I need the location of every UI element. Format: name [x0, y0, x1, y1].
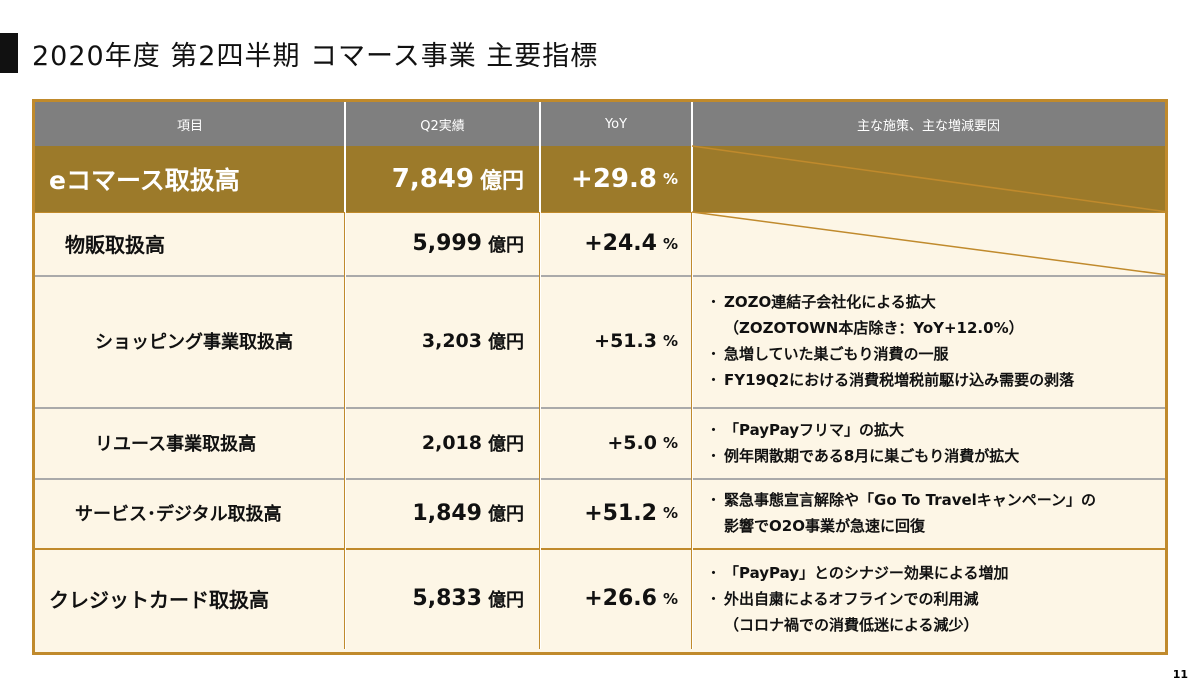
notes-cell: 緊急事態宣言解除や「Go To Travelキャンペーン」の影響でO2O事業が急… — [706, 478, 1165, 548]
column-divider — [691, 212, 692, 649]
note: 外出自粛によるオフラインでの利用減 （コロナ禍での消費低迷による減少） — [724, 586, 979, 638]
yoy-unit: % — [662, 433, 678, 452]
column-divider — [539, 212, 540, 649]
amount-cell: 1,849 億円 — [345, 478, 540, 548]
note-line: FY19Q2における消費税増税前駆け込み需要の剥落 — [724, 367, 1074, 393]
yoy: +5.0 — [607, 431, 657, 454]
column-divider — [691, 102, 693, 649]
note-line: 外出自粛によるオフラインでの利用減 — [724, 586, 979, 612]
amount-unit: 億円 — [488, 332, 524, 353]
amount-cell: 2,018 億円 — [345, 407, 540, 478]
yoy-cell: +51.3% — [540, 275, 692, 407]
page-number: 11 — [1172, 668, 1188, 681]
note: 例年閑散期である8月に巣ごもり消費が拡大 — [724, 443, 1019, 469]
yoy-unit: % — [662, 332, 678, 350]
note: 緊急事態宣言解除や「Go To Travelキャンペーン」の影響でO2O事業が急… — [724, 487, 1096, 539]
note: 「PayPayフリマ」の拡大 — [724, 417, 904, 443]
item-cell: eコマース取扱高 — [49, 166, 240, 195]
yoy: +24.4 — [584, 231, 657, 256]
amount: 3,203 — [421, 330, 482, 352]
row-divider — [35, 275, 1165, 277]
amount-unit: 億円 — [488, 433, 524, 455]
yoy-cell: +24.4% — [540, 212, 692, 275]
note: 急増していた巣ごもり消費の一服 — [724, 341, 949, 367]
header-cell: 項目 — [35, 102, 345, 146]
yoy-cell: +5.0% — [540, 407, 692, 478]
note: FY19Q2における消費税増税前駆け込み需要の剥落 — [724, 367, 1074, 393]
yoy: +26.6 — [584, 586, 657, 611]
yoy: +51.3 — [594, 330, 657, 352]
amount-unit: 億円 — [488, 589, 524, 611]
note: ZOZO連結子会社化による拡大 （ZOZOTOWN本店除き：YoY+12.0%） — [724, 289, 1024, 341]
amount: 5,999 — [412, 231, 482, 256]
amount-cell: 5,833 億円 — [345, 548, 540, 649]
note-line: （コロナ禍での消費低迷による減少） — [724, 615, 979, 634]
row-divider — [35, 407, 1165, 409]
amount: 7,849 — [391, 164, 474, 194]
note-line: 影響でO2O事業が急速に回復 — [724, 517, 925, 535]
notes-cell: 「PayPayフリマ」の拡大例年閑散期である8月に巣ごもり消費が拡大 — [706, 407, 1165, 478]
note-line: 「PayPay」とのシナジー効果による増加 — [724, 560, 1008, 586]
yoy-unit: % — [662, 589, 678, 608]
yoy-unit: % — [662, 170, 678, 188]
title-bar — [0, 33, 18, 73]
column-divider — [344, 102, 346, 649]
yoy: +51.2 — [584, 500, 657, 526]
yoy: +29.8 — [571, 164, 657, 194]
column-divider — [539, 102, 541, 649]
item-cell: 物販取扱高 — [65, 233, 165, 257]
header-cell: YoY — [540, 102, 692, 146]
header-cell: 主な施策、主な増減要因 — [692, 102, 1165, 146]
header-cell: Q2実績 — [345, 102, 540, 146]
note-line: 急増していた巣ごもり消費の一服 — [724, 341, 949, 367]
item-cell: サービス･デジタル取扱高 — [75, 504, 282, 525]
row-divider — [35, 478, 1165, 480]
amount-unit: 億円 — [488, 504, 524, 525]
item-cell: リユース事業取扱高 — [95, 433, 257, 455]
note-line: 緊急事態宣言解除や「Go To Travelキャンペーン」の — [724, 487, 1096, 513]
yoy-unit: % — [662, 504, 678, 522]
amount: 2,018 — [421, 431, 482, 454]
yoy-cell: +26.6% — [540, 548, 692, 649]
notes-cell: ZOZO連結子会社化による拡大 （ZOZOTOWN本店除き：YoY+12.0%） 急… — [706, 275, 1165, 407]
note-line: （ZOZOTOWN本店除き：YoY+12.0%） — [724, 319, 1024, 337]
note-line: 「PayPayフリマ」の拡大 — [724, 417, 904, 443]
amount-cell: 5,999 億円 — [345, 212, 540, 275]
amount: 1,849 — [412, 500, 482, 526]
row-divider — [35, 212, 1165, 213]
amount-cell: 3,203 億円 — [345, 275, 540, 407]
amount-unit: 億円 — [479, 169, 524, 194]
amount: 5,833 — [412, 586, 482, 611]
item-cell: ショッピング事業取扱高 — [95, 332, 293, 353]
amount-cell: 7,849 億円 — [345, 146, 540, 212]
note-line: 例年閑散期である8月に巣ごもり消費が拡大 — [724, 443, 1019, 469]
notes-cell — [706, 212, 1165, 275]
item-cell: クレジットカード取扱高 — [49, 588, 269, 612]
column-divider — [344, 212, 345, 649]
note-line: ZOZO連結子会社化による拡大 — [724, 289, 1024, 315]
note: 「PayPay」とのシナジー効果による増加 — [724, 560, 1008, 586]
slide-title: 2020年度 第2四半期 コマース事業 主要指標 — [32, 41, 599, 72]
amount-unit: 億円 — [488, 234, 524, 256]
yoy-unit: % — [662, 234, 678, 253]
notes-cell: 「PayPay」とのシナジー効果による増加外出自粛によるオフラインでの利用減 （コ… — [706, 548, 1165, 649]
row-divider — [35, 548, 1165, 550]
yoy-cell: +29.8% — [540, 146, 692, 212]
notes-cell — [706, 146, 1165, 212]
yoy-cell: +51.2% — [540, 478, 692, 548]
